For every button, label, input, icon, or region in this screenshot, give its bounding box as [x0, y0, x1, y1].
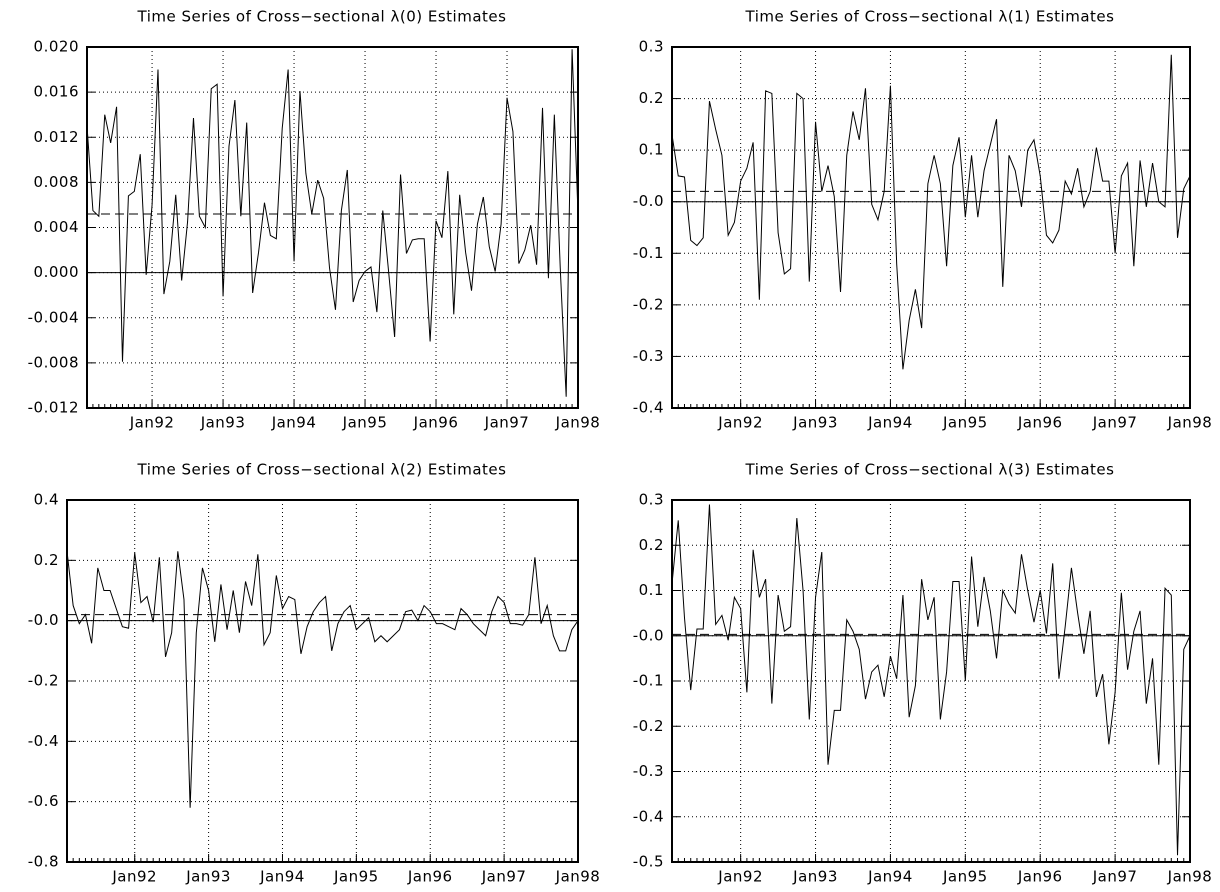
x-tick-label: Jan97 [1092, 868, 1138, 886]
y-tick-label: 0.3 [639, 38, 664, 56]
y-tick-label: -0.1 [633, 672, 664, 690]
series-line [86, 49, 579, 397]
y-tick-label: -0.0 [633, 626, 664, 644]
y-tick-label: -0.3 [633, 762, 664, 780]
series-line [671, 54, 1191, 370]
y-tick-label: -0.004 [28, 308, 79, 326]
x-tick-label: Jan95 [942, 868, 988, 886]
series-line [66, 551, 579, 808]
x-tick-label: Jan94 [271, 414, 317, 432]
x-tick-label: Jan98 [555, 414, 601, 432]
x-tick-label: Jan96 [413, 414, 459, 432]
x-tick-label: Jan96 [407, 868, 453, 886]
y-tick-label: -0.008 [28, 353, 79, 371]
y-tick-label: -0.2 [633, 717, 664, 735]
x-tick-label: Jan92 [717, 868, 763, 886]
series-line [671, 504, 1191, 856]
x-tick-label: Jan95 [942, 414, 988, 432]
y-tick-label: -0.4 [633, 807, 664, 825]
y-tick-label: 0.2 [34, 551, 59, 569]
x-tick-label: Jan92 [129, 414, 175, 432]
y-tick-label: 0.000 [34, 263, 79, 281]
y-tick-label: -0.4 [633, 399, 664, 417]
y-tick-label: -0.0 [28, 611, 59, 629]
y-tick-label: 0.3 [639, 491, 664, 509]
plot-frame [671, 46, 1191, 409]
x-tick-label: Jan97 [1092, 414, 1138, 432]
y-tick-label: 0.1 [639, 141, 664, 159]
y-tick-label: -0.4 [28, 732, 59, 750]
x-tick-label: Jan98 [555, 868, 601, 886]
y-tick-label: -0.2 [633, 295, 664, 313]
y-tick-label: 0.2 [639, 536, 664, 554]
chart-title: Time Series of Cross−sectional λ(2) Esti… [137, 461, 507, 479]
y-tick-label: 0.2 [639, 89, 664, 107]
x-tick-label: Jan98 [1167, 414, 1213, 432]
x-tick-label: Jan97 [484, 414, 530, 432]
x-tick-label: Jan94 [259, 868, 305, 886]
x-tick-label: Jan97 [481, 868, 527, 886]
x-tick-label: Jan94 [867, 414, 913, 432]
x-tick-label: Jan95 [333, 868, 379, 886]
y-tick-label: -0.0 [633, 192, 664, 210]
chart-title: Time Series of Cross−sectional λ(3) Esti… [745, 461, 1115, 479]
y-tick-label: -0.6 [28, 792, 59, 810]
y-tick-label: 0.004 [34, 218, 79, 236]
x-tick-label: Jan95 [342, 414, 388, 432]
y-tick-label: -0.8 [28, 853, 59, 871]
y-tick-label: -0.3 [633, 347, 664, 365]
plot-frame [671, 499, 1191, 863]
y-tick-label: 0.016 [34, 83, 79, 101]
y-tick-label: 0.4 [34, 491, 59, 509]
x-tick-label: Jan93 [792, 868, 838, 886]
x-tick-label: Jan93 [792, 414, 838, 432]
x-tick-label: Jan93 [185, 868, 231, 886]
plot-frame [66, 499, 579, 863]
x-tick-label: Jan93 [200, 414, 246, 432]
y-tick-label: 0.020 [34, 38, 79, 56]
y-tick-label: -0.012 [28, 399, 79, 417]
y-tick-label: -0.5 [633, 853, 664, 871]
x-tick-label: Jan96 [1017, 414, 1063, 432]
x-tick-label: Jan92 [717, 414, 763, 432]
y-tick-label: -0.2 [28, 672, 59, 690]
y-tick-label: 0.1 [639, 581, 664, 599]
chart-title: Time Series of Cross−sectional λ(0) Esti… [137, 8, 507, 26]
x-tick-label: Jan98 [1167, 868, 1213, 886]
chart-title: Time Series of Cross−sectional λ(1) Esti… [745, 8, 1115, 26]
x-tick-label: Jan92 [111, 868, 157, 886]
x-tick-label: Jan94 [867, 868, 913, 886]
y-tick-label: 0.012 [34, 128, 79, 146]
y-tick-label: -0.1 [633, 244, 664, 262]
plot-frame [86, 46, 579, 409]
y-tick-label: 0.008 [34, 173, 79, 191]
x-tick-label: Jan96 [1017, 868, 1063, 886]
